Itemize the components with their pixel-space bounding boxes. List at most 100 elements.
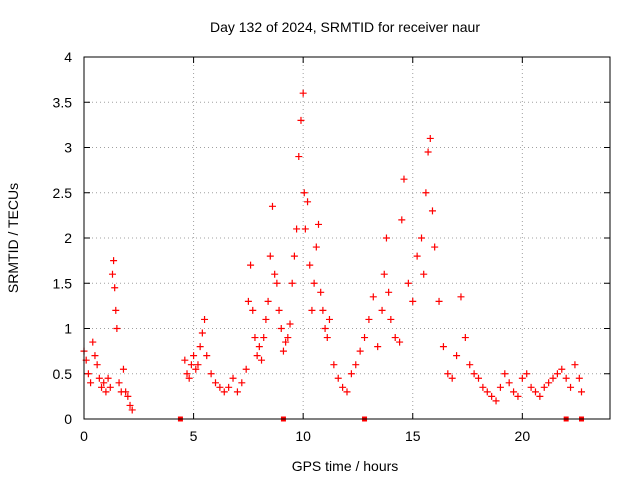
data-point: [277, 325, 285, 332]
y-tick-label: 2: [64, 230, 72, 246]
data-point: [453, 352, 461, 360]
data-point: [380, 270, 388, 278]
data-point: [196, 343, 204, 351]
data-point: [409, 297, 417, 305]
data-point: [374, 343, 382, 351]
data-point: [553, 370, 561, 378]
data-point: [475, 374, 482, 382]
data-point: [558, 365, 566, 373]
data-point: [110, 257, 118, 265]
data-point: [492, 397, 500, 405]
data-point: [264, 297, 272, 305]
data-point: [339, 383, 347, 391]
data-point: [284, 334, 292, 342]
x-tick-label: 0: [80, 428, 88, 444]
data-point: [244, 297, 252, 305]
x-tick-label: 20: [515, 428, 531, 444]
y-axis-title: SRMTID / TECUs: [5, 183, 21, 293]
data-point: [183, 370, 191, 378]
data-point: [233, 388, 241, 396]
data-point: [575, 374, 583, 382]
y-tick-label: 3: [64, 140, 72, 156]
data-point: [271, 270, 279, 278]
data-point: [514, 392, 522, 400]
data-point: [119, 365, 127, 373]
data-point: [361, 334, 369, 342]
y-tick-label: 4: [64, 49, 72, 65]
data-point: [321, 325, 329, 332]
data-point: [439, 343, 447, 351]
data-point: [461, 334, 469, 342]
y-tick-label: 0.5: [53, 366, 73, 382]
data-point: [385, 288, 393, 296]
data-point: [266, 252, 274, 260]
y-tick-label: 3.5: [53, 94, 73, 110]
data-point: [192, 365, 200, 373]
data-point: [567, 383, 575, 391]
data-point: [201, 315, 209, 323]
data-point: [297, 116, 305, 124]
x-tick-label: 5: [190, 428, 198, 444]
data-point: [198, 329, 206, 337]
data-point: [510, 388, 518, 396]
data-point: [260, 334, 268, 342]
data-point: [448, 374, 456, 382]
data-point: [304, 198, 312, 206]
data-point: [242, 365, 250, 373]
data-point: [496, 383, 504, 391]
data-point: [365, 315, 373, 323]
data-point: [93, 361, 101, 369]
data-point: [207, 370, 215, 378]
data-point: [391, 334, 399, 342]
x-tick-label: 10: [295, 428, 311, 444]
data-point: [571, 361, 579, 369]
data-point: [549, 374, 557, 382]
data-point: [527, 383, 535, 391]
data-point: [91, 352, 99, 360]
data-point: [400, 175, 408, 183]
plot-frame: [83, 56, 611, 420]
data-point: [545, 379, 553, 387]
data-point: [290, 252, 298, 260]
data-point: [100, 379, 108, 387]
data-point: [194, 361, 202, 369]
data-point: [95, 374, 103, 382]
data-point: [203, 352, 211, 360]
data-point: [111, 284, 119, 292]
axis-ticks: 0 0.5 1 1.5 2 2.5 3 3.5 4 0 5 10 15 20: [53, 49, 610, 444]
data-point: [306, 261, 314, 269]
data-point: [286, 320, 294, 328]
data-point: [444, 370, 452, 378]
data-point: [98, 383, 106, 391]
data-point: [102, 388, 110, 396]
data-point: [479, 383, 487, 391]
y-tick-label: 1.5: [53, 275, 73, 291]
data-point: [299, 89, 307, 97]
data-point: [288, 279, 296, 287]
data-point: [536, 392, 544, 400]
data-point: [108, 270, 116, 278]
y-tick-label: 0: [64, 411, 72, 427]
data-point: [413, 252, 421, 260]
data-point: [229, 374, 237, 382]
data-point: [279, 347, 287, 355]
data-point: [352, 361, 360, 369]
data-point: [122, 388, 130, 396]
data-point: [249, 306, 257, 314]
data-point: [505, 379, 513, 387]
data-point: [523, 370, 531, 378]
y-tick-label: 2.5: [53, 185, 73, 201]
data-point: [382, 234, 390, 242]
data-point: [181, 356, 189, 364]
data-point: [325, 315, 333, 323]
data-point: [216, 383, 224, 391]
data-point: [418, 234, 426, 242]
data-point: [387, 315, 395, 323]
data-point: [84, 370, 92, 378]
grid: [84, 57, 610, 419]
data-point: [185, 374, 193, 382]
data-point: [317, 288, 325, 296]
data-point: [378, 306, 386, 314]
data-point: [347, 370, 355, 378]
data-point: [435, 297, 443, 305]
